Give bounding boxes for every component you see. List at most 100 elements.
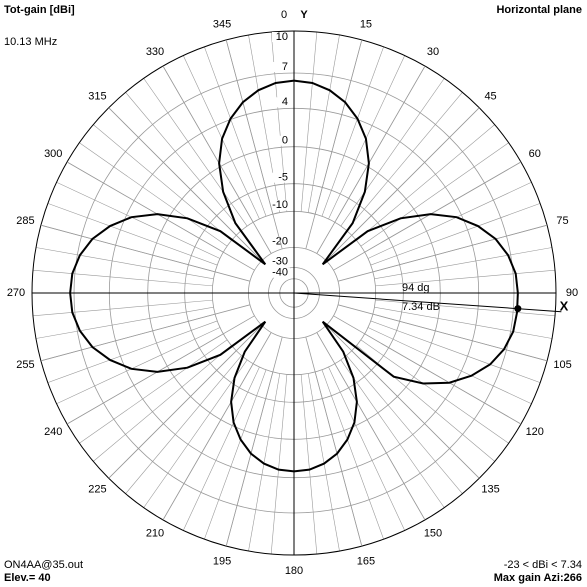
minor-spoke xyxy=(360,339,509,444)
spoke xyxy=(66,315,255,425)
plane-label: Horizontal plane xyxy=(496,4,582,16)
spoke xyxy=(40,224,251,282)
minor-spoke xyxy=(340,78,445,227)
ring-label: 4 xyxy=(282,96,288,108)
angle-label: 240 xyxy=(44,426,62,438)
x-axis-label: X xyxy=(560,298,569,313)
spoke xyxy=(337,224,548,282)
y-axis-label: Y xyxy=(300,9,308,21)
angle-label: 90 xyxy=(566,287,578,299)
minor-spoke xyxy=(248,34,281,213)
minor-spoke xyxy=(367,327,532,404)
minor-spoke xyxy=(356,124,495,241)
spoke xyxy=(305,39,363,250)
angle-label: 75 xyxy=(556,215,568,227)
ring-label-bg xyxy=(272,62,290,73)
spoke xyxy=(316,65,426,254)
max-gain-label: 7.34 dB xyxy=(402,301,440,313)
spoke xyxy=(333,315,522,425)
spoke xyxy=(225,336,283,547)
minor-spoke xyxy=(79,339,228,444)
minor-spoke xyxy=(93,124,232,241)
ring-label: 10 xyxy=(276,31,288,43)
spoke xyxy=(225,39,283,250)
angle-label: 195 xyxy=(213,555,231,567)
ring-label-bg xyxy=(272,267,290,278)
minor-spoke xyxy=(346,355,463,494)
minor-spoke xyxy=(340,359,445,508)
angle-label: 15 xyxy=(360,18,372,30)
spoke xyxy=(108,324,263,479)
ring-label-bg xyxy=(272,172,290,183)
ring-label-bg xyxy=(272,135,290,146)
minor-spoke xyxy=(143,359,248,508)
spoke xyxy=(333,161,522,271)
ring-label-bg xyxy=(272,200,290,211)
spoke xyxy=(40,304,251,362)
minor-spoke xyxy=(56,182,221,259)
minor-spoke xyxy=(32,269,213,287)
minor-spoke xyxy=(47,203,218,266)
spoke xyxy=(162,65,272,254)
minor-spoke xyxy=(370,320,541,383)
ring-label: 7 xyxy=(282,61,288,73)
elevation-label: Elev.= 40 xyxy=(4,572,51,584)
ring-label-bg xyxy=(272,97,290,108)
angle-label: 165 xyxy=(357,555,375,567)
angle-label: 225 xyxy=(88,483,106,495)
minor-spoke xyxy=(35,306,214,339)
spoke xyxy=(108,107,263,262)
ring-label: -5 xyxy=(278,172,288,184)
ring-label: -40 xyxy=(272,267,288,279)
minor-spoke xyxy=(328,366,405,531)
frequency-label: 10.13 MHz xyxy=(4,36,57,48)
angle-label: 315 xyxy=(88,90,106,102)
minor-spoke xyxy=(183,366,260,531)
minor-spoke xyxy=(32,299,213,317)
minor-spoke xyxy=(35,247,214,280)
pattern-line xyxy=(69,79,519,473)
ring-label-bg xyxy=(272,256,290,267)
minor-spoke xyxy=(300,374,318,555)
angle-label: 330 xyxy=(146,46,164,58)
minor-spoke xyxy=(375,299,556,317)
spoke xyxy=(325,107,480,262)
minor-spoke xyxy=(375,269,556,287)
minor-spoke xyxy=(360,142,509,247)
minor-spoke xyxy=(374,306,553,339)
minor-spoke xyxy=(270,374,288,555)
angle-label: 0 xyxy=(281,9,287,21)
range-label: -23 < dBi < 7.34 xyxy=(504,559,582,571)
minor-spoke xyxy=(321,369,384,540)
minor-spoke xyxy=(370,203,541,266)
file-label: ON4AA@35.out xyxy=(4,559,83,571)
chart-title: Tot-gain [dBi] xyxy=(4,4,75,16)
minor-spoke xyxy=(307,373,340,552)
ring-label: -30 xyxy=(272,255,288,267)
minor-spoke xyxy=(374,247,553,280)
minor-spoke xyxy=(125,92,242,231)
spoke xyxy=(162,332,272,521)
minor-spoke xyxy=(307,34,340,213)
minor-spoke xyxy=(183,55,260,220)
angle-label: 105 xyxy=(553,359,571,371)
angle-label: 255 xyxy=(16,359,34,371)
ring-label: -10 xyxy=(272,199,288,211)
angle-label: 150 xyxy=(424,528,442,540)
minor-spoke xyxy=(300,31,318,212)
minor-spoke xyxy=(204,46,267,217)
minor-spoke xyxy=(143,78,248,227)
max-marker xyxy=(514,305,522,313)
minor-spoke xyxy=(367,182,532,259)
spoke xyxy=(325,324,480,479)
minor-spoke xyxy=(47,320,218,383)
minor-spoke xyxy=(248,373,281,552)
minor-spoke xyxy=(328,55,405,220)
spoke xyxy=(66,161,255,271)
angle-label: 300 xyxy=(44,148,62,160)
minor-spoke xyxy=(321,46,384,217)
minor-spoke xyxy=(204,369,267,540)
angle-label: 210 xyxy=(146,528,164,540)
max-gain-label: Max gain Azi:266 xyxy=(494,572,582,584)
